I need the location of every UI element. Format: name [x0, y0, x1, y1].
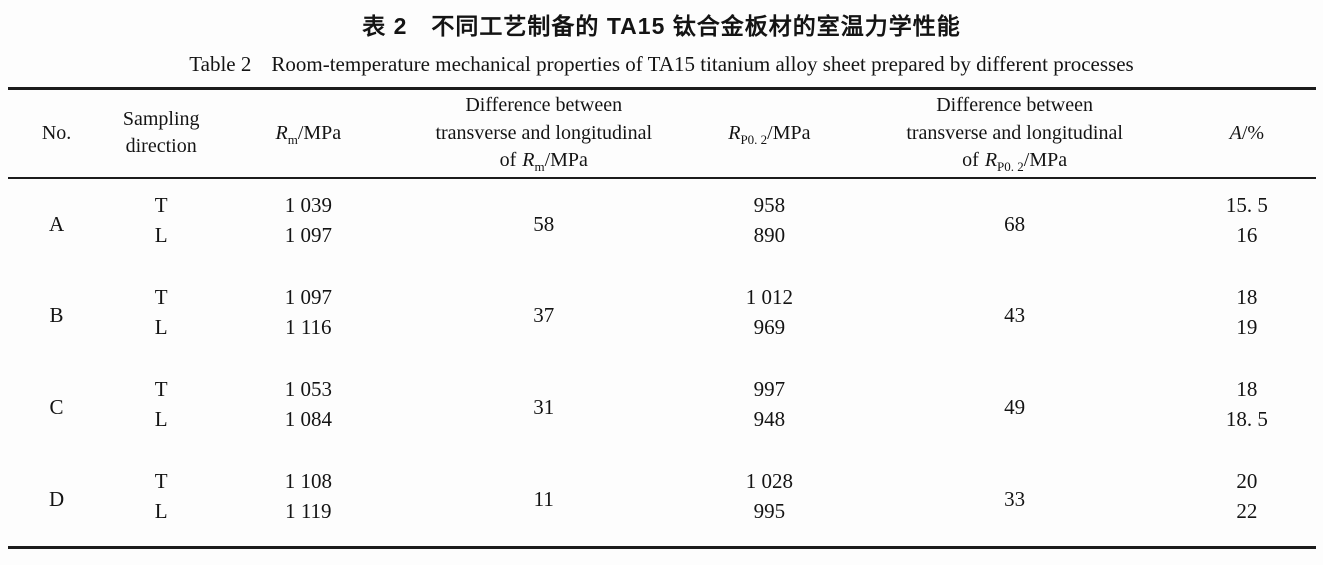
cell-rm: 1 097	[284, 222, 332, 247]
header-sampling-line2: direction	[125, 135, 197, 158]
rp02-unit: /MPa	[1023, 149, 1068, 172]
diff-rp02-of: of	[962, 149, 979, 172]
cell-diff-rp02: 33	[1004, 487, 1026, 512]
table-number-label: Table 2	[189, 52, 252, 76]
cell-elongation: 18	[1236, 376, 1258, 401]
cell-rp02: 958	[753, 193, 786, 218]
mechanical-properties-table: No. Sampling direction Rm/MPa Difference…	[7, 87, 1316, 549]
cell-no: D	[48, 487, 65, 512]
cell-rm: 1 108	[284, 468, 332, 493]
cell-direction: L	[154, 498, 168, 523]
cell-diff-rp02: 68	[1004, 211, 1026, 236]
table-row: L 1 119 995 22	[8, 499, 1316, 548]
diff-rm-line2: transverse and longitudinal	[435, 121, 653, 144]
cell-direction: L	[154, 314, 168, 339]
cell-direction: T	[154, 193, 168, 218]
cell-elongation: 22	[1236, 498, 1258, 523]
diff-rp02-line2: transverse and longitudinal	[906, 121, 1123, 144]
diff-rp02-line3: of RP0. 2/MPa	[855, 147, 1174, 175]
cell-direction: T	[154, 284, 168, 309]
table-row: L 1 084 948 18. 5	[8, 407, 1316, 454]
header-row: No. Sampling direction Rm/MPa Difference…	[7, 88, 1316, 179]
cell-elongation: 20	[1236, 468, 1258, 493]
cell-no: B	[49, 303, 64, 328]
cell-rm: 1 053	[284, 376, 332, 401]
cell-elongation: 15. 5	[1225, 193, 1268, 218]
cell-rp02: 948	[753, 406, 786, 431]
diff-rm-line1: Difference between	[465, 94, 623, 116]
header-rm: Rm/MPa	[216, 88, 400, 179]
cell-rm: 1 116	[285, 314, 332, 339]
cell-no: C	[49, 395, 64, 420]
rm-symbol: R	[522, 149, 535, 172]
table-title-english: Table 2 Room-temperature mechanical prope…	[0, 52, 1323, 77]
rm-subscript: m	[287, 131, 298, 147]
table-row: C T 1 053 31 997 49 18	[8, 362, 1316, 420]
cell-direction: L	[154, 406, 168, 431]
cell-direction: L	[154, 222, 168, 247]
cell-rp02: 995	[753, 498, 786, 523]
table-row: B T 1 097 37 1 012 43 18	[8, 270, 1316, 328]
header-elongation: A/%	[1178, 88, 1316, 179]
diff-rm-line3: of Rm/MPa	[404, 147, 684, 175]
rm-subscript: m	[534, 159, 545, 175]
cell-diff-rm: 31	[533, 395, 555, 420]
cell-direction: T	[154, 468, 168, 493]
cell-diff-rp02: 43	[1004, 303, 1026, 328]
elongation-symbol: A	[1229, 121, 1242, 144]
cell-rm: 1 119	[285, 498, 332, 523]
table-title-text: Room-temperature mechanical properties o…	[271, 52, 1134, 76]
rp02-unit: /MPa	[767, 121, 811, 144]
cell-diff-rm: 37	[533, 303, 555, 328]
header-diff-rp02: Difference between transverse and longit…	[851, 88, 1179, 179]
diff-rm-of: of	[499, 149, 517, 172]
cell-rp02: 1 028	[745, 468, 793, 493]
header-no: No.	[7, 88, 106, 179]
cell-direction: T	[154, 376, 168, 401]
cell-diff-rp02: 49	[1004, 395, 1026, 420]
cell-elongation: 18	[1236, 284, 1258, 309]
cell-elongation: 19	[1236, 314, 1258, 339]
header-sampling-direction: Sampling direction	[105, 88, 217, 179]
cell-no: A	[48, 211, 65, 236]
rp02-subscript: P0. 2	[997, 159, 1024, 175]
cell-rp02: 997	[753, 376, 786, 401]
cell-rm: 1 039	[284, 193, 332, 218]
cell-rp02: 890	[753, 222, 786, 247]
rm-unit: /MPa	[297, 121, 342, 144]
cell-rm: 1 097	[284, 284, 332, 309]
rm-symbol: R	[275, 121, 288, 144]
table-title-chinese: 表 2 不同工艺制备的 TA15 钛合金板材的室温力学性能	[362, 13, 961, 39]
cell-diff-rm: 11	[533, 487, 554, 512]
diff-rp02-line1: Difference between	[936, 94, 1093, 116]
cell-rm: 1 084	[284, 406, 332, 431]
cell-rp02: 969	[753, 314, 786, 339]
header-sampling-line1: Sampling	[122, 107, 200, 130]
header-rp02: RP0. 2/MPa	[687, 88, 852, 179]
table-row: A T 1 039 58 958 68 15. 5	[8, 178, 1316, 236]
table-row: L 1 116 969 19	[8, 315, 1316, 362]
cell-elongation: 18. 5	[1225, 406, 1268, 431]
rp02-symbol: R	[984, 149, 998, 172]
cell-elongation: 16	[1236, 222, 1258, 247]
rm-unit: /MPa	[544, 149, 588, 172]
header-diff-rm: Difference between transverse and longit…	[399, 88, 688, 179]
rp02-subscript: P0. 2	[740, 131, 768, 147]
rp02-symbol: R	[728, 121, 741, 144]
table-row: D T 1 108 11 1 028 33 20	[8, 454, 1316, 512]
table-row: L 1 097 890 16	[8, 223, 1316, 270]
cell-diff-rm: 58	[533, 211, 555, 236]
elongation-unit: /%	[1241, 121, 1265, 144]
cell-rp02: 1 012	[745, 284, 793, 309]
